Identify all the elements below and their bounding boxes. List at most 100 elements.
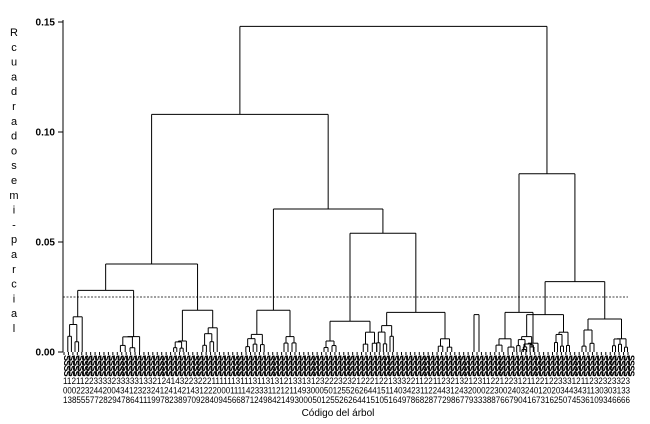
leaf-prefix: S <box>595 360 605 366</box>
leaf-prefix: S <box>386 355 396 361</box>
leaf-prefix: S <box>471 360 481 366</box>
leaf-code-row: 1121122333323333313321241432232221111113… <box>63 376 630 386</box>
leaf-prefix: S <box>568 360 578 366</box>
leaf-prefix: S <box>106 360 116 366</box>
leaf-prefix: S <box>368 360 378 366</box>
leaf-prefix: S <box>280 355 290 361</box>
leaf-prefix: S <box>342 355 352 361</box>
leaf-prefix: S <box>84 360 94 366</box>
leaf-prefix: S <box>506 355 516 361</box>
leaf-prefix: S <box>146 371 156 377</box>
y-tick-label: 0.10 <box>36 128 56 139</box>
leaf-prefix: S <box>551 365 561 371</box>
leaf-prefix: S <box>515 371 525 377</box>
leaf-prefix: S <box>577 371 587 377</box>
leaf-prefix: S <box>231 355 241 361</box>
leaf-prefix: S <box>182 365 192 371</box>
y-axis-label-letter: o <box>11 145 17 157</box>
leaf-prefix: S <box>266 360 276 366</box>
leaf-prefix: S <box>586 360 596 366</box>
leaf-prefix: S <box>328 371 338 377</box>
leaf-prefix: S <box>293 365 303 371</box>
leaf-prefix: S <box>271 360 281 366</box>
leaf-prefix: S <box>417 360 427 366</box>
leaf-prefix: S <box>324 365 334 371</box>
leaf-prefix: S <box>297 371 307 377</box>
leaf-prefix: S <box>133 355 143 361</box>
leaf-prefix: S <box>89 365 99 371</box>
leaf-prefix: S <box>253 355 263 361</box>
leaf-prefix: S <box>124 360 134 366</box>
y-axis-label-letter: - <box>12 219 16 231</box>
leaf-prefix: S <box>426 355 436 361</box>
leaf-prefix: S <box>151 355 161 361</box>
leaf-prefix: S <box>404 360 414 366</box>
leaf-prefix: S <box>195 365 205 371</box>
y-axis-label-letter: i <box>13 205 15 217</box>
leaf-prefix: S <box>249 365 259 371</box>
leaf-prefix: S <box>391 371 401 377</box>
leaf-prefix: S <box>564 365 574 371</box>
leaf-prefix: S <box>582 365 592 371</box>
leaf-prefix: S <box>240 355 250 361</box>
y-axis-label-letter: e <box>11 175 17 187</box>
leaf-prefix: S <box>284 365 294 371</box>
leaf-prefix: S <box>182 355 192 361</box>
leaf-prefix: S <box>542 360 552 366</box>
leaf-prefix: S <box>124 371 134 377</box>
leaf-labels: SSSSSSSSSSSSSSSSSSSSSSSSSSSSSSSSSSSSSSSS… <box>62 352 636 405</box>
leaf-prefix: S <box>142 365 152 371</box>
leaf-prefix: S <box>360 355 370 361</box>
leaf-prefix: S <box>377 355 387 361</box>
leaf-prefix: S <box>315 365 325 371</box>
leaf-prefix: S <box>590 355 600 361</box>
y-axis-label-letter: R <box>10 27 18 39</box>
x-axis-label: Código del árbol <box>302 408 375 419</box>
leaf-prefix: S <box>209 371 219 377</box>
leaf-prefix: S <box>346 371 356 377</box>
leaf-prefix: S <box>386 365 396 371</box>
leaf-prefix: S <box>617 365 627 371</box>
leaf-prefix: S <box>457 360 467 366</box>
leaf-prefix: S <box>217 371 227 377</box>
leaf-prefix: S <box>333 365 343 371</box>
leaf-prefix: S <box>506 365 516 371</box>
leaf-prefix: S <box>275 365 285 371</box>
leaf-prefix: S <box>582 360 592 366</box>
leaf-prefix: S <box>573 360 583 366</box>
leaf-prefix: S <box>586 355 596 361</box>
leaf-prefix: S <box>528 360 538 366</box>
leaf-prefix: S <box>457 355 467 361</box>
leaf-prefix: S <box>120 355 130 361</box>
leaf-prefix: S <box>226 371 236 377</box>
leaf-prefix: S <box>351 365 361 371</box>
leaf-prefix: S <box>497 360 507 366</box>
leaf-prefix: S <box>439 360 449 366</box>
leaf-prefix: S <box>368 355 378 361</box>
leaf-prefix: S <box>475 355 485 361</box>
leaf-prefix: S <box>209 365 219 371</box>
leaf-prefix: S <box>177 371 187 377</box>
leaf-prefix: S <box>364 355 374 361</box>
